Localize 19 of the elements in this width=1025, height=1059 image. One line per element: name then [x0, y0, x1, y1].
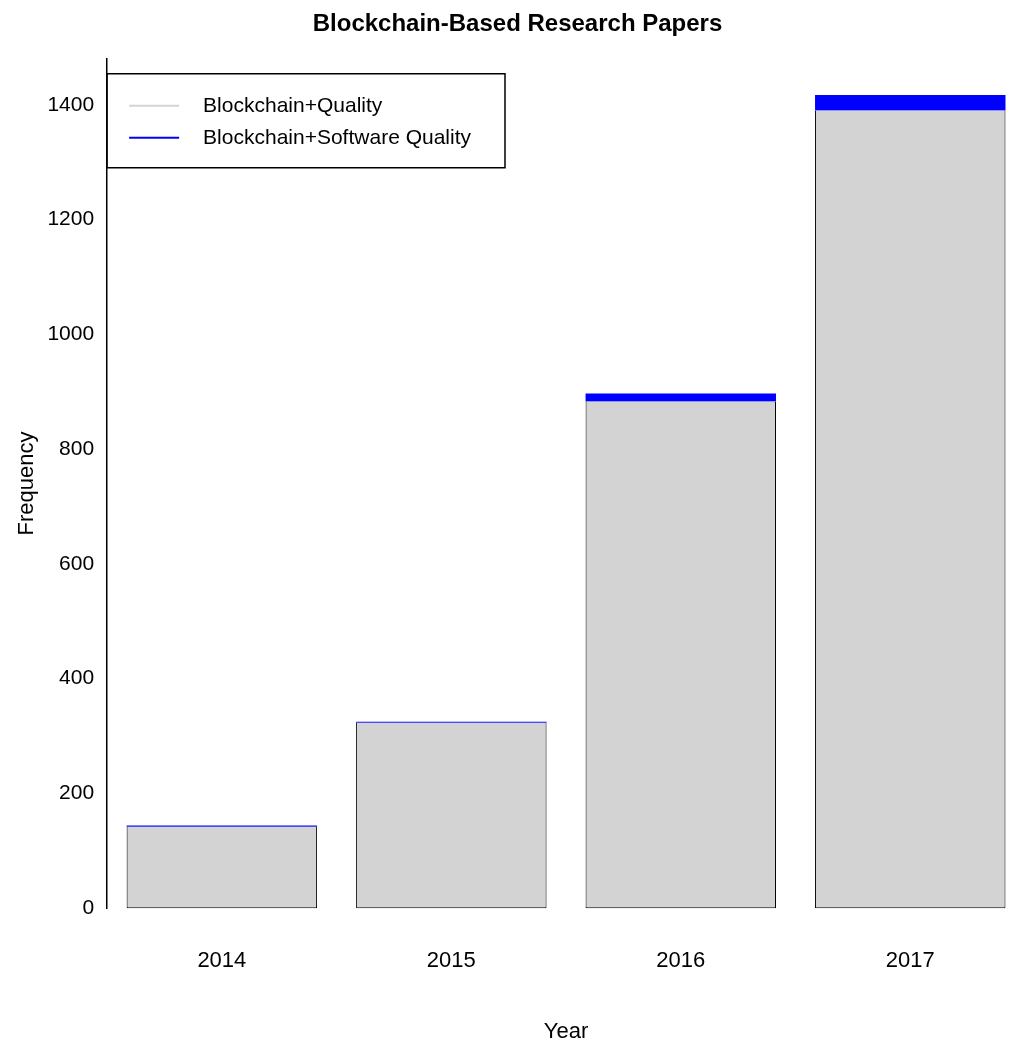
- x-axis-title: Year: [543, 1017, 589, 1043]
- y-axis-title: Frequency: [13, 431, 39, 536]
- y-tick-label: 1000: [47, 321, 95, 345]
- y-tick-label: 0: [82, 895, 95, 918]
- bar: [585, 393, 777, 402]
- y-tick-label: 1200: [47, 206, 95, 230]
- legend-label: Blockchain+Software Quality: [203, 124, 472, 148]
- x-tick-label: 2015: [426, 947, 476, 973]
- x-tick-label: 2016: [656, 947, 706, 973]
- y-tick-label: 400: [59, 665, 95, 689]
- x-tick-label: 2014: [197, 947, 247, 973]
- y-tick-label: 800: [59, 435, 95, 459]
- x-tick-label: 2017: [885, 947, 935, 973]
- chart-title: Blockchain-Based Research Papers: [312, 9, 723, 37]
- y-tick-label: 600: [59, 550, 95, 574]
- legend-label: Blockchain+Quality: [203, 92, 383, 116]
- y-tick-label: 1400: [47, 91, 95, 115]
- bar: [815, 94, 1006, 111]
- y-tick-label: 200: [59, 780, 95, 804]
